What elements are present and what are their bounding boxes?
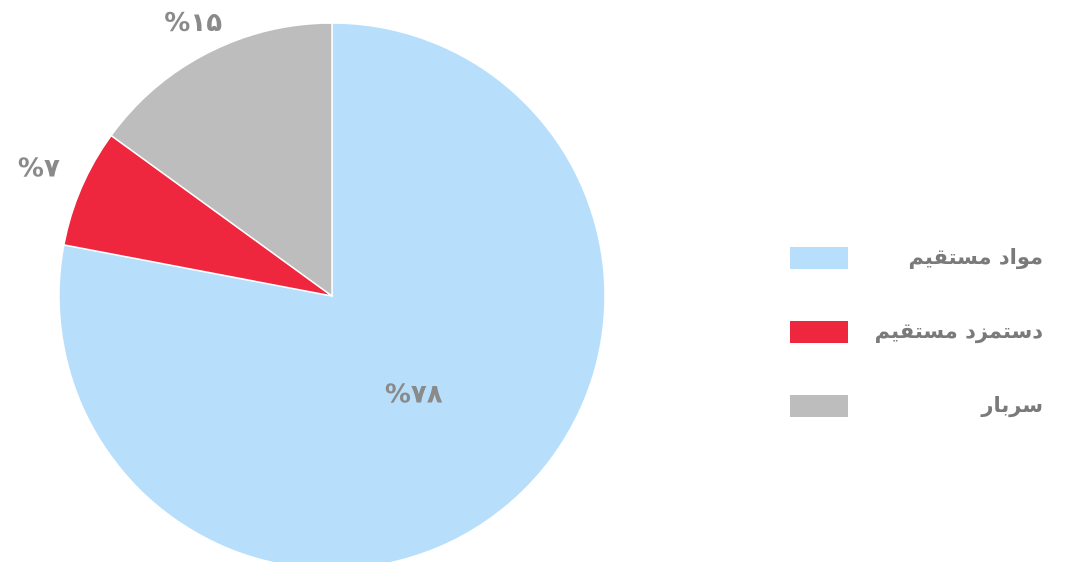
value-label: %۱۵ xyxy=(164,8,222,38)
legend-swatch xyxy=(790,395,848,417)
pie-slice xyxy=(62,134,333,297)
value-label: %۷ xyxy=(18,154,60,184)
legend-label: سربار xyxy=(980,393,1043,417)
legend-label: دستمزد مستقیم xyxy=(875,319,1044,343)
legend-swatch xyxy=(790,247,848,269)
pie-slice xyxy=(110,22,333,298)
legend-label: مواد مستقیم xyxy=(908,245,1043,269)
legend-swatch xyxy=(790,321,848,343)
pie-slice xyxy=(58,22,606,562)
value-label: %۷۸ xyxy=(385,379,443,409)
